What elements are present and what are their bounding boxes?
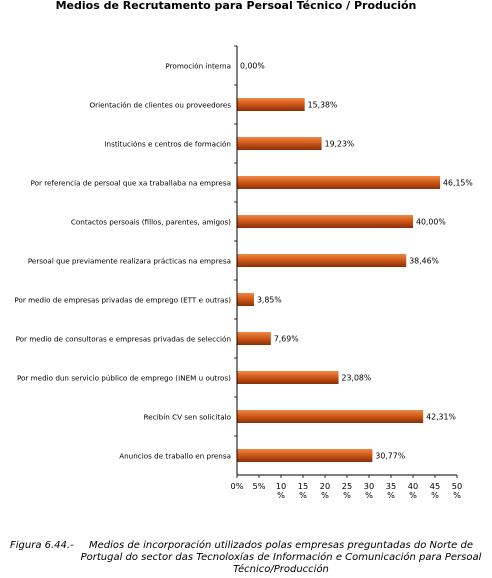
bar	[237, 449, 373, 462]
axes-group: Promoción interna Orientación de clientes…	[14, 45, 462, 500]
x-tick-label: 5%	[253, 481, 266, 491]
x-tick-label: 10	[276, 481, 286, 491]
data-label: 46,15%	[443, 179, 473, 188]
category-label: Recibín CV sen solicitalo	[144, 413, 231, 422]
x-tick-label: 35	[386, 481, 396, 491]
x-tick-label: 25	[342, 481, 352, 491]
category-label: Por medio dun servicio público de empreg…	[17, 374, 231, 383]
x-tick-suffix: %	[365, 490, 373, 500]
x-tick-label: 45	[430, 481, 440, 491]
category-label: Orientación de clientes ou proveedores	[90, 101, 232, 110]
x-tick-suffix: %	[409, 490, 417, 500]
data-label: 38,46%	[409, 257, 439, 266]
x-tick-label: 0%	[231, 481, 244, 491]
data-label: 7,69%	[274, 335, 299, 344]
figure-caption: Figura 6.44.- Medios de incorporación ut…	[0, 538, 492, 578]
bar	[237, 137, 322, 150]
x-tick-label: 40	[408, 481, 418, 491]
x-tick-suffix: %	[343, 490, 351, 500]
bars-group: 0,00% 15,38% 19,23% 46,15% 40,00% 38,46% 3,85%…	[237, 62, 473, 462]
data-label: 40,00%	[416, 218, 446, 227]
x-tick-suffix: %	[453, 490, 461, 500]
bar-chart: Medios de Recrutamento para Persoal Técn…	[14, 0, 473, 500]
caption-label: Figura 6.44.-	[10, 540, 74, 551]
category-label: Persoal que previamente realizara prácti…	[28, 257, 231, 266]
category-label: Institucións e centros de formación	[104, 140, 231, 149]
category-label: Contactos persoais (fillos, parentes, am…	[71, 218, 231, 227]
x-tick-suffix: %	[387, 490, 395, 500]
bar	[237, 371, 339, 384]
data-label: 3,85%	[257, 296, 282, 305]
x-tick-suffix: %	[277, 490, 285, 500]
bar	[237, 176, 441, 189]
data-label: 42,31%	[426, 413, 456, 422]
bar	[237, 332, 271, 345]
bar	[237, 293, 254, 306]
bar	[237, 410, 424, 423]
x-tick-label: 50	[452, 481, 462, 491]
x-tick-label: 20	[320, 481, 330, 491]
caption-text: Medios de incorporación utilizados polas…	[80, 540, 482, 575]
data-label: 23,08%	[342, 374, 372, 383]
data-label: 30,77%	[375, 452, 405, 461]
category-label: Por medio de empresas privadas de empreg…	[14, 296, 231, 305]
data-label: 0,00%	[240, 62, 265, 71]
category-label: Por medio de consultoras e empresas priv…	[16, 335, 231, 344]
x-tick-suffix: %	[299, 490, 307, 500]
chart-title: Medios de Recrutamento para Persoal Técn…	[56, 0, 417, 12]
data-label: 15,38%	[308, 101, 338, 110]
bar	[237, 98, 305, 111]
x-tick-label: 30	[364, 481, 374, 491]
bar	[237, 254, 407, 267]
category-label: Por referencia de persoal que xa traball…	[31, 179, 232, 188]
x-tick-suffix: %	[321, 490, 329, 500]
data-label: 19,23%	[325, 140, 355, 149]
x-tick-label: 15	[298, 481, 308, 491]
category-label: Anuncios de traballo en prensa	[119, 452, 231, 461]
x-tick-suffix: %	[431, 490, 439, 500]
bar	[237, 215, 413, 228]
category-label: Promoción interna	[165, 62, 231, 71]
